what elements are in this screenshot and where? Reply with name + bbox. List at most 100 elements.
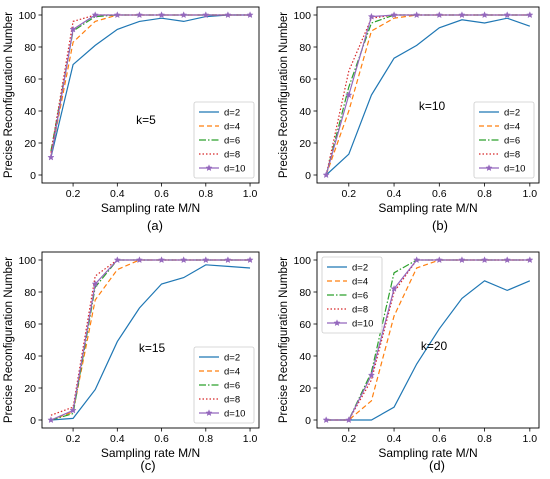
data-point-marker bbox=[135, 11, 143, 19]
plot-frame bbox=[316, 251, 540, 429]
series-line bbox=[325, 17, 531, 176]
y-tick-label: 40 bbox=[24, 106, 36, 118]
data-point-marker bbox=[481, 11, 489, 19]
legend-marker bbox=[333, 319, 341, 327]
data-point-marker bbox=[345, 91, 353, 99]
x-axis-label: Sampling rate M/N bbox=[101, 446, 200, 460]
panel-label: (b) bbox=[432, 218, 448, 233]
y-tick-label: 60 bbox=[24, 319, 36, 331]
y-tick-label: 80 bbox=[24, 287, 36, 299]
data-point-marker bbox=[47, 153, 55, 161]
x-tick-label: 0.4 bbox=[110, 188, 125, 200]
data-point-marker bbox=[158, 11, 166, 19]
series-line bbox=[326, 259, 530, 421]
legend-entry-label: d=10 bbox=[224, 164, 245, 175]
y-tick-label: 20 bbox=[299, 383, 311, 395]
chart-panel: 0.2 0.4 0.6 0.8 1.0 0 20 40 60 80 100 Sampling rate… bbox=[278, 251, 540, 473]
data-point-marker bbox=[113, 256, 121, 264]
legend: d=2 d=4 d=6 d=8 d=10 bbox=[473, 101, 535, 179]
k-annotation: k=10 bbox=[419, 99, 446, 113]
y-tick-label: 20 bbox=[24, 138, 36, 150]
legend-entry-label: d=4 bbox=[504, 122, 520, 133]
y-tick-label: 100 bbox=[18, 255, 36, 267]
data-point-marker bbox=[526, 256, 534, 264]
data-point-marker bbox=[503, 11, 511, 19]
legend-marker bbox=[485, 164, 493, 172]
x-tick-label: 0.6 bbox=[154, 188, 169, 200]
data-point-marker bbox=[345, 416, 353, 424]
y-tick-label: 0 bbox=[305, 415, 311, 427]
data-point-marker bbox=[246, 11, 254, 19]
legend-entry-label: d=2 bbox=[504, 108, 520, 119]
series-line bbox=[325, 14, 530, 176]
x-tick-label: 0.2 bbox=[341, 433, 356, 445]
legend-entry-label: d=4 bbox=[224, 367, 240, 378]
data-point-marker bbox=[158, 256, 166, 264]
y-tick-label: 80 bbox=[24, 42, 36, 54]
k-annotation: k=15 bbox=[139, 341, 166, 355]
data-point-marker bbox=[91, 280, 99, 288]
data-point-marker bbox=[390, 11, 398, 19]
legend-entry-label: d=8 bbox=[224, 150, 240, 161]
legend-entry-label: d=6 bbox=[224, 381, 240, 392]
data-point-marker bbox=[246, 256, 254, 264]
data-point-marker bbox=[47, 416, 55, 424]
x-tick-label: 0.6 bbox=[154, 433, 169, 445]
legend-entry-label: d=6 bbox=[352, 291, 368, 302]
data-point-marker bbox=[135, 256, 143, 264]
legend-entry-label: d=10 bbox=[504, 164, 525, 175]
x-tick-label: 0.2 bbox=[341, 188, 356, 200]
legend-entry-label: d=4 bbox=[352, 277, 368, 288]
data-point-marker bbox=[458, 256, 466, 264]
k-annotation: k=5 bbox=[136, 113, 156, 127]
legend-marker bbox=[205, 164, 213, 172]
x-tick-label: 0.6 bbox=[432, 433, 447, 445]
data-point-marker bbox=[113, 11, 121, 19]
data-point-marker bbox=[413, 11, 421, 19]
panel-label: (a) bbox=[147, 218, 163, 233]
data-point-marker bbox=[322, 171, 330, 179]
y-tick-label: 40 bbox=[24, 351, 36, 363]
legend-entry-label: d=10 bbox=[352, 319, 373, 330]
series-line bbox=[326, 280, 531, 421]
x-tick-label: 0.4 bbox=[387, 188, 402, 200]
x-axis-label: Sampling rate M/N bbox=[101, 201, 200, 215]
plot-frame bbox=[316, 6, 540, 184]
chart-panel: 0.2 0.4 0.6 0.8 1.0 0 20 40 60 80 100 Sampling rate… bbox=[3, 6, 260, 233]
series-line bbox=[50, 14, 251, 158]
data-point-marker bbox=[224, 256, 232, 264]
y-tick-label: 80 bbox=[299, 287, 311, 299]
x-tick-label: 0.8 bbox=[477, 433, 492, 445]
y-tick-label: 100 bbox=[293, 10, 311, 22]
y-tick-label: 40 bbox=[299, 351, 311, 363]
chart-panel: 0.2 0.4 0.6 0.8 1.0 0 20 40 60 80 100 Sampling rate… bbox=[3, 251, 260, 473]
x-tick-label: 0.2 bbox=[66, 433, 81, 445]
data-point-marker bbox=[435, 11, 443, 19]
y-tick-label: 60 bbox=[24, 74, 36, 86]
x-tick-label: 0.4 bbox=[110, 433, 125, 445]
series-line bbox=[50, 259, 251, 421]
plot-frame bbox=[41, 251, 260, 429]
data-point-marker bbox=[69, 406, 77, 414]
y-axis-label: Precise Reconfiguration Number bbox=[3, 12, 15, 178]
y-tick-label: 0 bbox=[305, 170, 311, 182]
legend-entry-label: d=2 bbox=[224, 108, 240, 119]
x-tick-label: 0.2 bbox=[66, 188, 81, 200]
legend: d=2 d=4 d=6 d=8 d=10 bbox=[321, 256, 383, 334]
legend-entry-label: d=8 bbox=[504, 150, 520, 161]
data-point-marker bbox=[367, 371, 375, 379]
legend-entry-label: d=6 bbox=[504, 136, 520, 147]
x-tick-label: 0.8 bbox=[477, 188, 492, 200]
y-tick-label: 20 bbox=[24, 383, 36, 395]
legend-entry-label: d=6 bbox=[224, 136, 240, 147]
data-point-marker bbox=[390, 285, 398, 292]
x-tick-label: 1.0 bbox=[243, 433, 258, 445]
y-tick-label: 40 bbox=[299, 106, 311, 118]
legend-entry-label: d=8 bbox=[352, 305, 368, 316]
x-axis-label: Sampling rate M/N bbox=[378, 201, 477, 215]
data-point-marker bbox=[91, 11, 99, 19]
x-tick-label: 1.0 bbox=[523, 188, 538, 200]
data-point-marker bbox=[202, 256, 210, 264]
data-point-marker bbox=[322, 416, 330, 424]
